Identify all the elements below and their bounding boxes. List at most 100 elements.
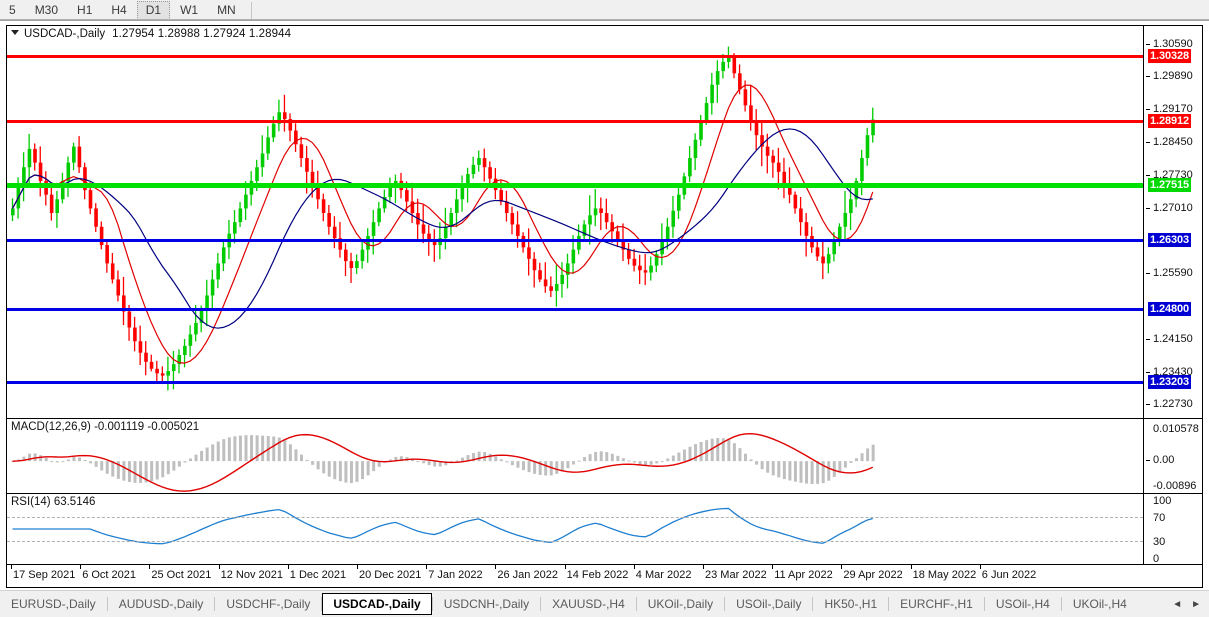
- timeframe-w1[interactable]: W1: [180, 3, 199, 17]
- macd-series: [11, 432, 875, 492]
- candlestick-series: [11, 46, 875, 391]
- price-tick-mark: [1146, 207, 1150, 209]
- date-tick-label: 18 May 2022: [912, 569, 977, 581]
- date-tick-mark: [218, 565, 220, 569]
- date-tick-label: 4 Mar 2022: [635, 569, 692, 581]
- level-line-1.28912[interactable]: [7, 119, 1143, 123]
- level-line-1.30328[interactable]: [7, 55, 1143, 58]
- chart-tab-usdchfdaily[interactable]: USDCHF-,Daily: [226, 597, 311, 611]
- chart-tab-bar[interactable]: EURUSD-,Daily AUDUSD-,Daily USDCHF-,Daily U…: [0, 590, 1209, 617]
- level-line-1.23203[interactable]: [7, 381, 1143, 385]
- tab-separator: [540, 597, 542, 611]
- chart-tab-hk50h1[interactable]: HK50-,H1: [824, 597, 878, 611]
- price-tick-mark: [1146, 76, 1150, 78]
- date-tick-label: 26 Jan 2022: [497, 569, 558, 581]
- chart-tab-usoilh4[interactable]: USOil-,H4: [995, 597, 1050, 611]
- price-tick-mark: [1146, 142, 1150, 143]
- chart-collapse-caret-icon[interactable]: [11, 30, 19, 36]
- level-price-label-1.26303[interactable]: 1.26303: [1148, 233, 1192, 248]
- tab-scroll-right-icon[interactable]: ►: [1191, 598, 1201, 610]
- date-tick-label: 23 Mar 2022: [705, 569, 767, 581]
- price-tick-label: 1.25590: [1153, 267, 1193, 279]
- tab-separator: [106, 597, 108, 611]
- level-line-1.26303[interactable]: [7, 239, 1143, 243]
- price-tick-mark: [1146, 44, 1150, 45]
- macd-tick-label: -0.00896: [1153, 480, 1197, 492]
- timeframe-h4[interactable]: H4: [111, 3, 127, 17]
- chart-tab-ukoilh4[interactable]: UKOil-,H4: [1072, 597, 1127, 611]
- macd-axis[interactable]: 0.010578 0.00 -0.00896: [1143, 419, 1202, 493]
- date-tick-label: 6 Jun 2022: [981, 569, 1037, 581]
- price-panel-header: USDCAD-,Daily 1.27954 1.28988 1.27924 1.2…: [11, 28, 291, 41]
- chart-tab-eurchfh1[interactable]: EURCHF-,H1: [900, 597, 973, 611]
- timeframe-d1[interactable]: D1: [136, 1, 171, 20]
- chart-tab-xauusdh4[interactable]: XAUUSD-,H4: [552, 597, 625, 611]
- price-tick-mark: [1146, 273, 1150, 274]
- chart-frame[interactable]: USDCAD-,Daily 1.27954 1.28988 1.27924 1.2…: [6, 25, 1203, 588]
- rsi-series: [12, 507, 873, 545]
- tab-separator: [635, 597, 637, 611]
- timeframe-5[interactable]: 5: [9, 3, 16, 17]
- tab-separator: [1060, 597, 1062, 611]
- date-tick-mark: [772, 565, 774, 569]
- chart-tab-ukoildaily[interactable]: UKOil-,Daily: [647, 597, 714, 611]
- timeframe-mn[interactable]: MN: [217, 3, 236, 17]
- level-line-1.24800[interactable]: [7, 308, 1143, 312]
- macd-plot-area[interactable]: [7, 419, 1143, 493]
- chart-tab-audusddaily[interactable]: AUDUSD-,Daily: [118, 597, 204, 611]
- rsi-header-label: RSI(14) 63.5146: [11, 496, 96, 508]
- rsi-axis[interactable]: 100 70 30 0: [1143, 494, 1202, 564]
- tab-separator: [214, 597, 216, 611]
- tab-separator: [888, 597, 890, 611]
- rsi-tick-label: 70: [1153, 512, 1166, 525]
- tab-scroll-left-icon[interactable]: ◄: [1172, 598, 1183, 610]
- chart-tab-usoildaily[interactable]: USOil-,Daily: [736, 597, 802, 611]
- price-tick-mark: [1146, 338, 1150, 340]
- level-price-label-1.23203[interactable]: 1.23203: [1148, 375, 1192, 390]
- price-plot-area[interactable]: [7, 26, 1143, 418]
- level-price-label-1.30328[interactable]: 1.30328: [1148, 49, 1192, 63]
- date-tick-mark: [287, 565, 289, 569]
- level-price-label-1.24800[interactable]: 1.24800: [1148, 302, 1192, 317]
- date-tick-label: 6 Oct 2021: [82, 569, 137, 581]
- rsi-plot-area[interactable]: [7, 494, 1143, 564]
- date-tick-label: 12 Nov 2021: [220, 569, 283, 581]
- timeframe-m30[interactable]: M30: [34, 3, 59, 17]
- price-panel[interactable]: USDCAD-,Daily 1.27954 1.28988 1.27924 1.2…: [7, 26, 1202, 419]
- date-tick-label: 14 Feb 2022: [566, 569, 629, 581]
- price-tick-mark: [1146, 404, 1150, 405]
- macd-tick-label: 0.00: [1153, 454, 1175, 466]
- date-tick-mark: [149, 565, 151, 569]
- date-tick-label: 7 Jan 2022: [428, 569, 483, 581]
- price-tick-mark: [1146, 174, 1150, 176]
- tab-separator: [812, 597, 814, 611]
- date-tick-mark: [703, 565, 704, 569]
- rsi-level-30-line: [7, 540, 1143, 542]
- ohlc-values: 1.27954 1.28988 1.27924 1.28944: [112, 28, 292, 40]
- toolbar-bottom-border: [0, 19, 1209, 21]
- macd-header-label: MACD(12,26,9) -0.001119 -0.005021: [11, 421, 200, 433]
- date-tick-label: 11 Apr 2022: [774, 569, 833, 581]
- rsi-panel[interactable]: RSI(14) 63.5146 100 70 30 0: [7, 494, 1202, 565]
- date-tick-label: 1 Dec 2021: [289, 569, 347, 581]
- level-line-1.27515[interactable]: [7, 182, 1143, 188]
- level-price-label-1.28912[interactable]: 1.28912: [1148, 113, 1192, 128]
- price-tick-mark: [1146, 109, 1150, 111]
- rsi-tick-label: 0: [1153, 553, 1160, 565]
- chart-tab-eurusddaily[interactable]: EURUSD-,Daily: [11, 597, 96, 611]
- date-tick-mark: [910, 565, 912, 569]
- level-price-label-1.27515[interactable]: 1.27515: [1148, 177, 1192, 192]
- macd-panel[interactable]: MACD(12,26,9) -0.001119 -0.005021 0.0105…: [7, 419, 1202, 494]
- timeframe-h1[interactable]: H1: [77, 3, 93, 17]
- toolbar-separator: [250, 2, 252, 19]
- price-tick-label: 1.28450: [1153, 136, 1193, 148]
- price-tick-label: 1.24150: [1153, 332, 1193, 345]
- chart-tab-usdcnhdaily[interactable]: USDCNH-,Daily: [443, 597, 530, 611]
- tab-scroll-arrows[interactable]: ◄ ►: [1172, 599, 1209, 610]
- date-axis[interactable]: 17 Sep 2021 6 Oct 2021 25 Oct 2021 12 Nov 2…: [7, 565, 1202, 587]
- chart-tab-usdcaddaily[interactable]: USDCAD-,Daily: [322, 593, 432, 615]
- price-axis[interactable]: 1.30590 1.29890 1.29170 1.28450 1.27730 1.270…: [1143, 26, 1202, 418]
- price-tick-label: 1.30590: [1153, 38, 1193, 50]
- date-tick-mark: [80, 565, 82, 569]
